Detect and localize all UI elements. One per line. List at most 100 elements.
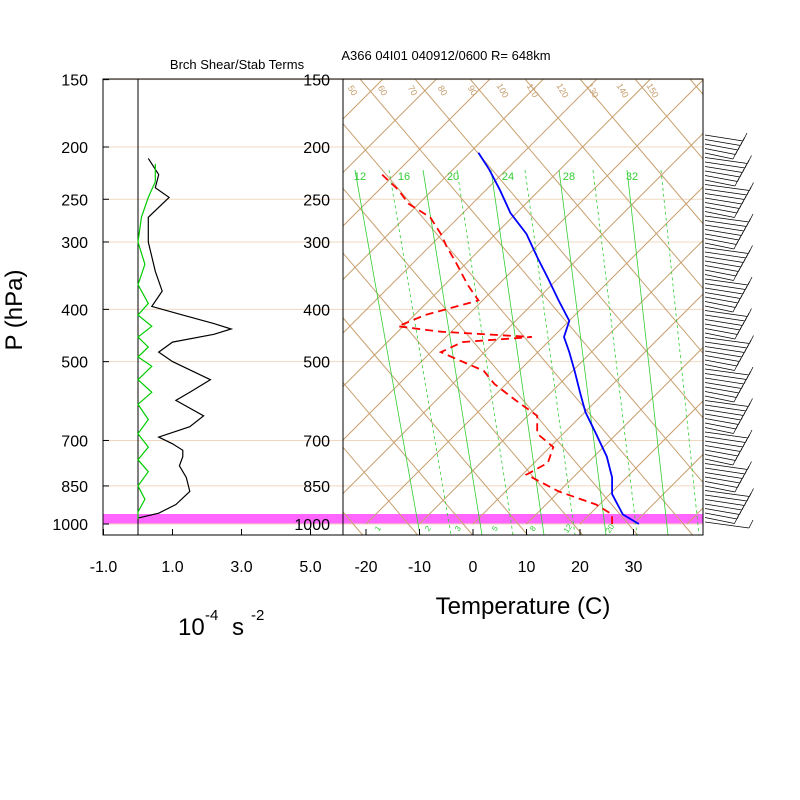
dry-adiabat	[343, 187, 638, 535]
dry-adiabat-label: 120	[555, 81, 571, 99]
isotherm	[343, 79, 651, 388]
wind-barb	[704, 332, 736, 340]
mixing-ratio-label: 12	[354, 171, 366, 183]
moist-adiabat-label: 1	[373, 524, 383, 533]
isotherm	[343, 79, 491, 227]
mixing-ratio-line	[524, 169, 576, 535]
mixing-ratio-line	[490, 169, 545, 535]
wind-barb-flag	[748, 519, 754, 529]
moist-adiabat-label: 2	[423, 524, 433, 533]
x-tick-label-left: 5.0	[299, 559, 321, 576]
wind-barb	[704, 427, 734, 434]
wind-barb	[704, 490, 750, 497]
wind-barb	[704, 521, 750, 529]
wind-barb	[704, 314, 746, 322]
shear-stab-series-0	[137, 158, 234, 519]
dry-adiabat-label: 70	[406, 84, 420, 98]
dry-adiabat-label: 140	[615, 81, 631, 99]
wind-barb	[704, 418, 739, 425]
isotherm	[794, 79, 800, 524]
wind-barb	[704, 400, 749, 407]
wind-barb	[704, 355, 740, 362]
dry-adiabat	[343, 381, 473, 535]
wind-barb	[704, 152, 734, 160]
wind-barb	[704, 463, 748, 470]
wind-barb	[704, 467, 746, 475]
y-tick-label-right: 500	[303, 355, 330, 372]
wind-barb-flag	[734, 177, 740, 187]
wind-barb	[704, 166, 743, 173]
xlabel-unit: s	[232, 614, 244, 641]
x-tick-label-right: -20	[354, 559, 377, 576]
wind-barb	[704, 413, 742, 421]
dry-adiabat	[689, 79, 703, 96]
wind-barb	[704, 346, 745, 353]
isotherm	[343, 79, 598, 334]
y-tick-label-left: 150	[61, 73, 88, 90]
wind-barb	[704, 256, 744, 263]
wind-barb	[704, 499, 745, 506]
wind-barb	[704, 449, 739, 457]
wind-barb	[704, 301, 736, 308]
wind-barb	[704, 278, 749, 286]
wind-barb	[704, 436, 746, 443]
dry-adiabat-label: 80	[436, 84, 450, 98]
wind-barb	[704, 445, 741, 452]
isotherm	[343, 132, 703, 495]
wind-barb-flag	[734, 515, 739, 524]
wind-barb	[704, 476, 741, 484]
isotherm	[343, 79, 703, 441]
wind-barb-flag	[734, 483, 740, 493]
wind-barb	[704, 485, 736, 493]
wind-barb	[704, 350, 743, 358]
dry-adiabat-label: 100	[495, 81, 511, 99]
wind-barb	[704, 503, 743, 511]
wind-barb	[704, 238, 737, 245]
x-tick-label-left: 3.0	[230, 559, 252, 576]
wind-barb	[704, 170, 741, 178]
x-tick-label-left: -1.0	[90, 559, 118, 576]
mixing-ratio-line	[456, 169, 514, 535]
wind-barb-flag	[733, 272, 738, 281]
wind-barb	[704, 287, 744, 295]
dry-adiabat	[359, 79, 703, 484]
wind-barb	[704, 404, 747, 412]
wind-barb	[704, 440, 744, 448]
wind-barb	[704, 359, 738, 367]
wind-barb	[704, 386, 740, 394]
wind-barb	[704, 458, 734, 466]
dry-adiabat	[634, 79, 703, 160]
wind-barb-flag	[734, 362, 739, 371]
dry-adiabat-label: 130	[585, 81, 601, 99]
y-tick-label-right: 1000	[294, 517, 330, 534]
isotherm	[472, 293, 703, 525]
wind-barb	[704, 283, 746, 290]
isotherm	[526, 346, 703, 525]
wind-barb	[704, 377, 745, 385]
dry-adiabat	[343, 446, 418, 535]
wind-barb	[704, 409, 744, 416]
dry-adiabat-label: 90	[466, 84, 480, 98]
wind-barb-flag	[733, 393, 739, 403]
wind-barb	[704, 422, 737, 430]
wind-barb	[704, 292, 741, 299]
y-tick-label-left: 200	[61, 140, 88, 157]
y-tick-label-right: 250	[303, 192, 330, 209]
wind-barb	[704, 305, 734, 313]
temperature-line	[477, 152, 640, 525]
dry-adiabat	[524, 79, 703, 290]
left-x-axis-label: 10 -4 s -2	[178, 607, 264, 641]
wind-barb	[704, 296, 739, 304]
moist-adiabat-label: 8	[528, 524, 538, 533]
wind-barb-flag	[734, 330, 740, 340]
wind-barb	[704, 143, 739, 151]
y-tick-label-right: 400	[303, 302, 330, 319]
x-tick-label-right: 0	[469, 559, 478, 576]
wind-barbs	[704, 132, 754, 529]
wind-barb	[704, 323, 741, 331]
wind-barb	[704, 395, 735, 403]
wind-barb	[704, 220, 747, 227]
wind-barb	[704, 247, 749, 254]
wind-barb	[704, 139, 741, 146]
y-tick-label-right: 150	[303, 73, 330, 90]
